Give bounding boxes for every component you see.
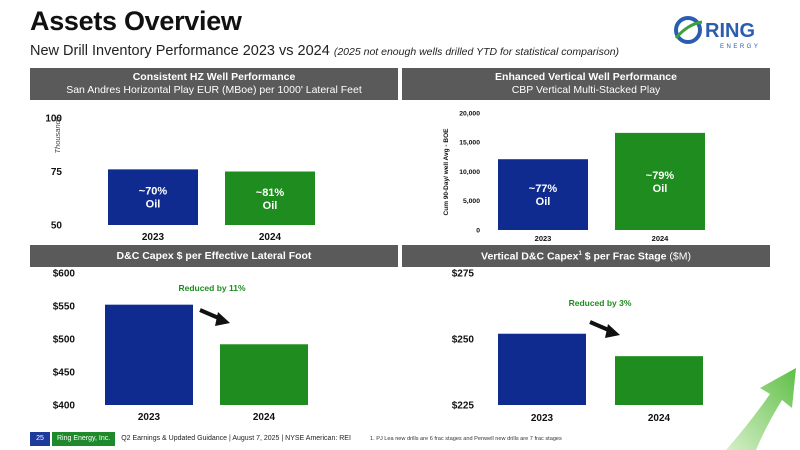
ytick-label-vertical-capex-stage: $250 bbox=[452, 335, 475, 346]
ytick-label-hz-eur: 75 bbox=[51, 167, 63, 178]
panel-subtitle-top-right: CBP Vertical Multi-Stacked Play bbox=[511, 84, 661, 96]
x-category-label-vertical-capex-stage: 2023 bbox=[531, 413, 554, 424]
x-category-label-dc-capex-lateral: 2024 bbox=[253, 412, 276, 423]
ytick-label-vertical-90day: 5,000 bbox=[463, 198, 480, 205]
ytick-label-dc-capex-lateral: $400 bbox=[53, 401, 76, 412]
page-subtitle: New Drill Inventory Performance 2023 vs … bbox=[30, 43, 619, 59]
bar-data-label-vertical-90day: Oil bbox=[653, 183, 668, 195]
panel-title-bottom-right-main: Vertical D&C Capex bbox=[481, 250, 579, 263]
arrow-head-icon-vertical-capex-stage bbox=[605, 324, 620, 338]
logo-text: RING bbox=[705, 20, 755, 42]
panel-header-bottom-left: D&C Capex $ per Effective Lateral Foot bbox=[30, 245, 398, 267]
y-axis-label-vertical-90day: Cum 90-Day/ well Avg - BOE bbox=[443, 128, 450, 216]
x-category-label-vertical-90day: 2024 bbox=[652, 234, 670, 243]
panel-title-bottom-right: Vertical D&C Capex1 $ per Frac Stage ($M… bbox=[402, 248, 770, 264]
x-category-label-vertical-90day: 2023 bbox=[535, 234, 552, 243]
bar-hz-eur-2023 bbox=[108, 169, 198, 225]
x-category-label-dc-capex-lateral: 2023 bbox=[138, 412, 161, 423]
subtitle-text: New Drill Inventory Performance 2023 vs … bbox=[30, 43, 330, 59]
ytick-label-hz-eur: 100 bbox=[45, 114, 62, 125]
ytick-label-vertical-90day: 0 bbox=[476, 227, 480, 234]
subtitle-note: (2025 not enough wells drilled YTD for s… bbox=[333, 46, 620, 58]
bar-dc-capex-lateral-2023 bbox=[105, 304, 193, 405]
footnote-ref: 1 bbox=[578, 251, 582, 258]
growth-arrow-icon bbox=[726, 368, 796, 450]
bar-vertical-capex-stage-2023 bbox=[498, 333, 586, 405]
bar-data-label-hz-eur: ~70% bbox=[139, 186, 168, 198]
company-name: Ring Energy, Inc. bbox=[52, 432, 116, 446]
ytick-label-vertical-90day: 15,000 bbox=[459, 140, 480, 147]
x-category-label-vertical-capex-stage: 2024 bbox=[648, 413, 671, 424]
ytick-label-hz-eur: 50 bbox=[51, 221, 63, 232]
panel-header-top-right: Enhanced Vertical Well Performance CBP V… bbox=[402, 68, 770, 100]
ytick-label-dc-capex-lateral: $450 bbox=[53, 368, 76, 379]
logo-ring-icon bbox=[674, 16, 702, 44]
ytick-label-dc-capex-lateral: $500 bbox=[53, 335, 76, 346]
bar-hz-eur-2024 bbox=[225, 171, 315, 225]
ring-energy-logo: RING ENERGY bbox=[674, 16, 760, 50]
panel-title-top-right: Enhanced Vertical Well Performance bbox=[495, 71, 677, 83]
bar-data-label-hz-eur: Oil bbox=[146, 199, 161, 211]
x-category-label-hz-eur: 2023 bbox=[142, 232, 165, 243]
ytick-label-vertical-90day: 20,000 bbox=[459, 110, 480, 117]
bar-vertical-90day-2023 bbox=[498, 159, 588, 230]
x-category-label-hz-eur: 2024 bbox=[259, 232, 282, 243]
y-axis-label-hz-eur: Thousands bbox=[53, 116, 62, 153]
ytick-label-dc-capex-lateral: $600 bbox=[53, 269, 76, 280]
ytick-label-vertical-90day: 10,000 bbox=[459, 169, 480, 176]
ytick-label-vertical-capex-stage: $225 bbox=[452, 401, 475, 412]
bar-data-label-vertical-90day: Oil bbox=[536, 196, 551, 208]
page-title: Assets Overview bbox=[30, 6, 242, 36]
panel-title-top-left: Consistent HZ Well Performance bbox=[132, 71, 296, 83]
arrow-head-icon-dc-capex-lateral bbox=[215, 312, 230, 326]
annotation-dc-capex-lateral: Reduced by 11% bbox=[178, 283, 246, 293]
panel-header-top-left: Consistent HZ Well Performance San Andre… bbox=[30, 68, 398, 100]
panel-title-bottom-left: D&C Capex $ per Effective Lateral Foot bbox=[116, 249, 312, 262]
annotation-vertical-capex-stage: Reduced by 3% bbox=[569, 298, 632, 308]
logo-subtext: ENERGY bbox=[720, 44, 760, 50]
page-number: 25 bbox=[30, 432, 50, 446]
ytick-label-vertical-capex-stage: $275 bbox=[452, 269, 475, 280]
bar-vertical-capex-stage-2024 bbox=[615, 356, 703, 405]
panel-header-bottom-right: Vertical D&C Capex1 $ per Frac Stage ($M… bbox=[402, 245, 770, 267]
footnote: 1. PJ Lea new drills are 6 frac stages a… bbox=[370, 436, 562, 442]
ytick-label-dc-capex-lateral: $550 bbox=[53, 302, 76, 313]
footer: 25 Ring Energy, Inc. Q2 Earnings & Updat… bbox=[30, 432, 351, 446]
event-info: Q2 Earnings & Updated Guidance | August … bbox=[121, 435, 351, 442]
logo-swoosh-icon bbox=[674, 20, 703, 39]
panel-subtitle-top-left: San Andres Horizontal Play EUR (MBoe) pe… bbox=[66, 84, 362, 96]
panel-title-bottom-right-suffix: $ per Frac Stage bbox=[581, 250, 667, 263]
bar-vertical-90day-2024 bbox=[615, 132, 705, 230]
panel-title-bottom-right-unit: ($M) bbox=[669, 250, 691, 263]
bar-data-label-hz-eur: ~81% bbox=[256, 187, 285, 199]
bar-data-label-hz-eur: Oil bbox=[263, 200, 278, 212]
bar-data-label-vertical-90day: ~77% bbox=[529, 183, 558, 195]
bar-dc-capex-lateral-2024 bbox=[220, 344, 308, 405]
bar-data-label-vertical-90day: ~79% bbox=[646, 170, 675, 182]
